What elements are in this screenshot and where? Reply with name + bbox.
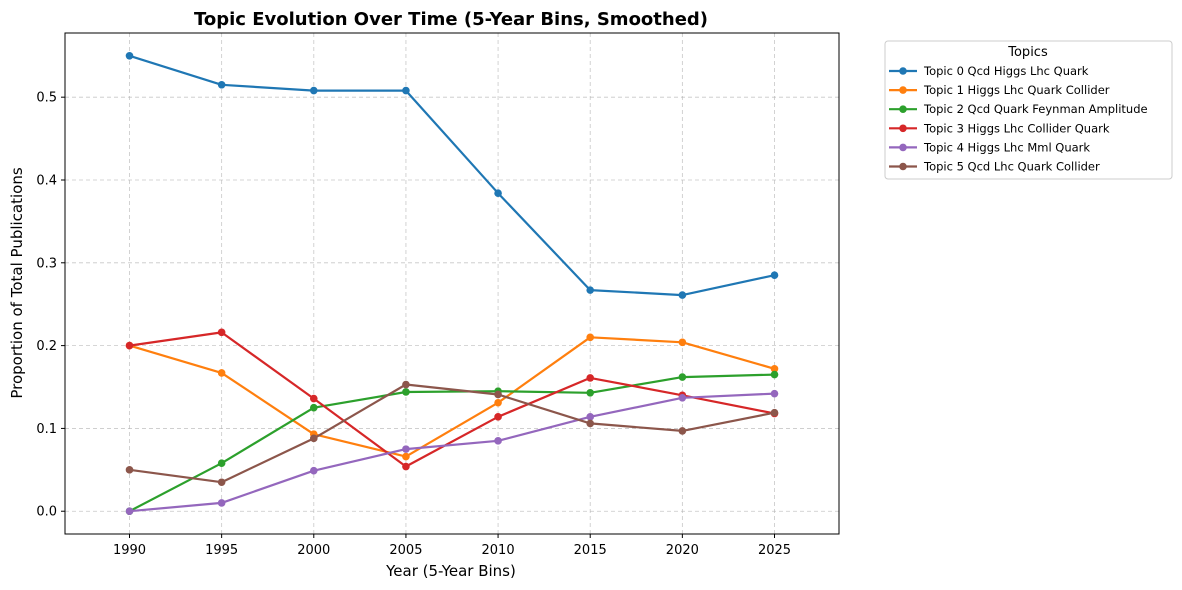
data-point: [770, 370, 779, 379]
x-tick-label: 1990: [113, 543, 146, 558]
data-point: [770, 364, 779, 373]
legend-swatch-marker: [899, 105, 907, 113]
legend-item: Topic 2 Qcd Quark Feynman Amplitude: [889, 102, 1148, 116]
data-point: [309, 403, 318, 412]
legend-swatch-marker: [899, 124, 907, 133]
data-point: [402, 380, 410, 389]
chart-title: Topic Evolution Over Time (5-Year Bins, …: [194, 9, 708, 30]
data-point: [402, 445, 410, 453]
y-tick-label: 0.2: [36, 339, 57, 354]
legend-label: Topic 5 Qcd Lhc Quark Collider: [923, 160, 1100, 174]
series-line: [128, 373, 776, 513]
series-topic-1: [125, 333, 779, 461]
data-point: [125, 51, 134, 60]
series-lines: [125, 51, 779, 516]
x-tick-label: 2010: [482, 543, 515, 558]
legend-item: Topic 0 Qcd Higgs Lhc Quark: [889, 64, 1089, 78]
x-tick-label: 1995: [205, 543, 238, 558]
data-point: [494, 437, 502, 445]
legend-label: Topic 1 Higgs Lhc Quark Collider: [923, 83, 1110, 97]
data-point: [309, 86, 318, 95]
data-point: [678, 338, 687, 347]
legend-item: Topic 5 Qcd Lhc Quark Collider: [889, 160, 1100, 174]
data-point: [402, 452, 410, 461]
data-point: [770, 271, 779, 280]
legend-swatch-marker: [899, 162, 907, 171]
x-axis-label: Year (5-Year Bins): [385, 562, 516, 580]
data-point: [309, 434, 318, 443]
data-point: [586, 333, 595, 342]
data-point: [494, 398, 502, 407]
legend-title: Topics: [1007, 45, 1048, 60]
data-point: [125, 507, 134, 516]
data-point: [586, 419, 595, 428]
data-point: [217, 369, 226, 377]
data-point: [309, 394, 318, 403]
legend-swatch-marker: [899, 67, 907, 75]
series-line: [128, 336, 776, 458]
data-point: [217, 459, 226, 467]
series-line: [128, 54, 776, 297]
series-line: [128, 331, 776, 468]
legend-label: Topic 0 Qcd Higgs Lhc Quark: [923, 64, 1089, 78]
data-point: [586, 286, 595, 294]
data-point: [309, 466, 318, 475]
data-point: [217, 80, 226, 89]
series-topic-0: [125, 51, 779, 299]
x-tick-label: 2020: [666, 543, 699, 558]
data-point: [125, 341, 134, 350]
legend: Topics Topic 0 Qcd Higgs Lhc QuarkTopic …: [884, 40, 1173, 180]
data-point: [402, 462, 410, 471]
x-tick-label: 2025: [758, 543, 791, 558]
legend-label: Topic 4 Higgs Lhc Mml Quark: [923, 140, 1090, 154]
legend-swatch-marker: [899, 86, 907, 94]
data-point: [217, 499, 226, 507]
data-point: [586, 413, 595, 421]
legend-label: Topic 3 Higgs Lhc Collider Quark: [923, 121, 1110, 135]
series-line: [128, 383, 776, 484]
data-point: [678, 291, 687, 299]
data-point: [770, 389, 779, 398]
series-topic-4: [125, 389, 779, 516]
data-point: [217, 328, 226, 337]
y-tick-label: 0.0: [36, 505, 57, 520]
y-tick-label: 0.1: [36, 422, 57, 437]
data-point: [494, 189, 502, 198]
plot-frame: [64, 32, 840, 535]
legend-swatch-marker: [899, 143, 907, 152]
series-line: [128, 392, 776, 513]
data-point: [494, 390, 502, 399]
data-point: [125, 466, 134, 474]
y-tick-label: 0.4: [36, 173, 57, 188]
data-point: [586, 374, 595, 382]
axis-ticks: 1990 1995 2000 2005 2010 2015 2020 2025 0.0 0.1 0.…: [36, 91, 791, 558]
data-point: [494, 413, 502, 421]
data-point: [402, 86, 410, 95]
legend-item: Topic 3 Higgs Lhc Collider Quark: [889, 121, 1110, 135]
x-tick-label: 2000: [297, 543, 330, 558]
data-point: [678, 427, 687, 435]
data-point: [586, 389, 595, 397]
data-point: [678, 393, 687, 402]
y-tick-label: 0.5: [36, 91, 57, 106]
data-point: [770, 408, 779, 417]
legend-items: Topic 0 Qcd Higgs Lhc Quark Topic 1 Higgs…: [889, 64, 1148, 174]
series-topic-5: [125, 380, 779, 487]
y-axis-label: Proportion of Total Publications: [8, 167, 26, 399]
y-tick-label: 0.3: [36, 256, 57, 271]
x-tick-label: 2015: [574, 543, 607, 558]
data-point: [678, 373, 687, 381]
legend-item: Topic 4 Higgs Lhc Mml Quark: [889, 140, 1090, 154]
grid: [65, 33, 839, 534]
data-point: [402, 388, 410, 396]
data-point: [217, 478, 226, 487]
legend-item: Topic 1 Higgs Lhc Quark Collider: [889, 83, 1110, 97]
x-tick-label: 2005: [389, 543, 422, 558]
legend-frame: [884, 40, 1173, 180]
legend-label: Topic 2 Qcd Quark Feynman Amplitude: [923, 102, 1148, 116]
